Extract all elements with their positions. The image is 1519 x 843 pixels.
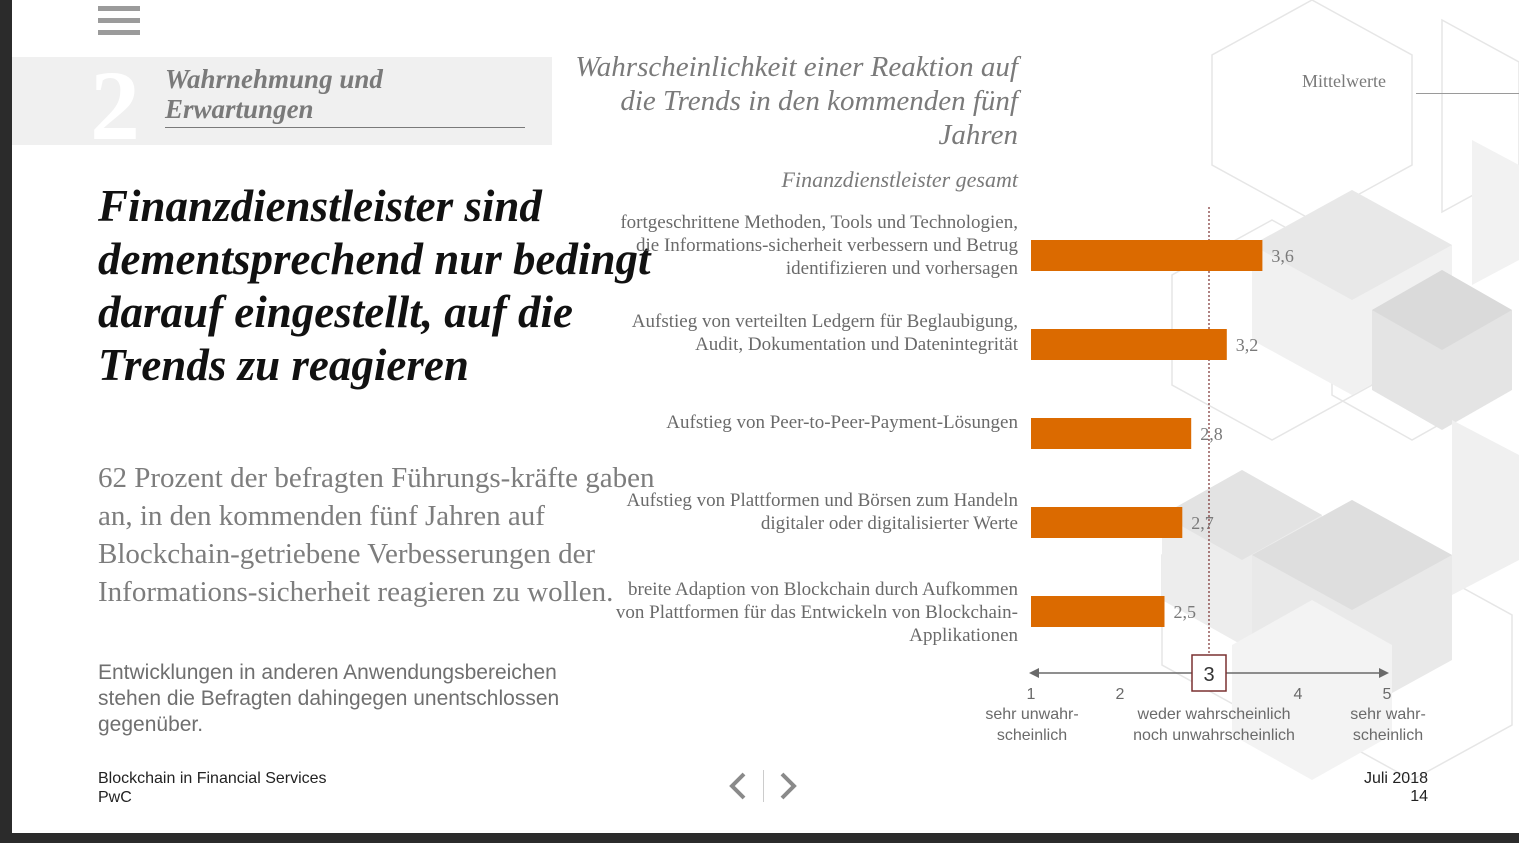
scale-label-mid: weder wahrscheinlich noch unwahrscheinli… (1133, 706, 1295, 744)
next-page-button[interactable] (772, 768, 802, 804)
footer-company: PwC (98, 789, 132, 806)
category-label: Aufstieg von Plattformen und Börsen zum … (626, 490, 1018, 534)
footer-date: Juli 2018 (1363, 770, 1428, 787)
bar (1031, 240, 1263, 271)
tick-label: 3 (1203, 664, 1214, 686)
section-number: 2 (90, 50, 140, 161)
axis-arrow-left (1029, 668, 1039, 678)
section-header-box (12, 57, 552, 145)
headline: Finanzdienstleister sind dementsprechend… (98, 181, 651, 390)
category-label: Aufstieg von verteilten Ledgern für Begl… (631, 311, 1018, 355)
bar (1031, 507, 1183, 538)
scale-label-high: sehr wahr-scheinlich (1350, 706, 1426, 744)
tick-label: 1 (1027, 686, 1036, 703)
nav-separator (763, 770, 764, 802)
menu-icon[interactable] (98, 6, 140, 42)
category-label: Aufstieg von Peer-to-Peer-Payment-Lösung… (666, 412, 1018, 433)
tick-label: 4 (1294, 686, 1303, 703)
tick-label: 5 (1383, 686, 1392, 703)
scale-label-low: sehr unwahr-scheinlich (985, 706, 1079, 744)
tick-label: 2 (1116, 686, 1125, 703)
bar-value-label: 3,6 (1271, 246, 1294, 266)
footer-publication: Blockchain in Financial Services (98, 770, 327, 787)
bar (1031, 329, 1227, 360)
bar-value-label: 2,5 (1174, 602, 1197, 622)
category-label: fortgeschrittene Methoden, Tools und Tec… (620, 212, 1018, 279)
section-divider (165, 127, 525, 128)
bar-value-label: 3,2 (1236, 335, 1259, 355)
chart-title: Wahrscheinlichkeit einer Reaktion auf di… (575, 51, 1018, 151)
background-cube-pattern (1161, 0, 1519, 781)
chart-subtitle: Finanzdienstleister gesamt (781, 167, 1018, 192)
chevron-right-icon (780, 772, 797, 800)
bar (1031, 418, 1192, 449)
bar-chart: 3,6 3,2 2,8 2,7 2,5 1 2 3 4 5 (1027, 207, 1392, 703)
slide: 2 Wahrnehmung und Erwartungen Finanzdien… (12, 0, 1519, 833)
legend-rule (1416, 93, 1519, 94)
sub-text: Entwicklungen in anderen Anwendungsberei… (98, 661, 560, 736)
bar-value-label: 2,8 (1200, 424, 1223, 444)
bar-value-label: 2,7 (1191, 513, 1214, 533)
lead-text: 62 Prozent der befragten Führungs-kräfte… (98, 462, 655, 608)
legend-label: Mittelwerte (1302, 71, 1386, 91)
bar (1031, 596, 1165, 627)
previous-page-button[interactable] (724, 768, 754, 804)
slide-navigation (724, 768, 804, 804)
page-number: 14 (1410, 788, 1428, 805)
axis-arrow-right (1379, 668, 1389, 678)
category-label: breite Adaption von Blockchain durch Auf… (615, 579, 1018, 646)
footer-meta: Juli 2018 14 (1364, 770, 1428, 806)
chevron-left-icon (729, 772, 746, 800)
section-title: Wahrnehmung und Erwartungen (165, 64, 383, 124)
footer-source: Blockchain in Financial Services PwC (98, 769, 327, 807)
reference-tick-box (1191, 654, 1227, 692)
